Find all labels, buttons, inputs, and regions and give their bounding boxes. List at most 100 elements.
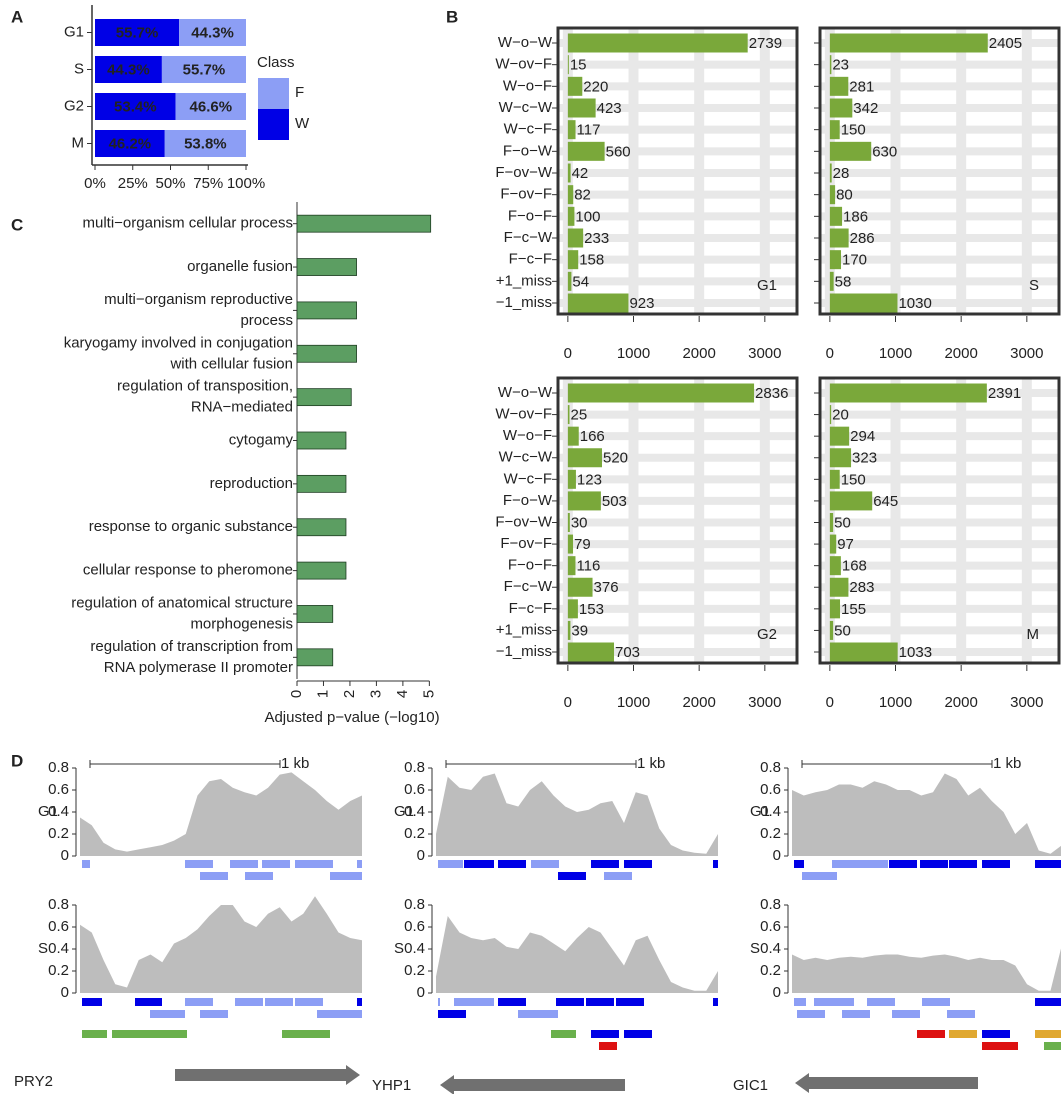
y-tick-label: 0.8 [760,896,781,913]
feature-block [616,998,644,1006]
y-tick-label: 0 [417,984,425,1001]
value-label: 46.6% [190,98,233,115]
x-tick-label: 2000 [682,345,715,362]
bar [829,405,832,425]
value-label: 39 [571,622,588,639]
value-label: 79 [574,536,591,553]
bar [567,405,570,425]
y-tick-label: W−c−W [499,99,553,116]
feature-block [599,1042,617,1050]
gene-name: GIC1 [733,1077,768,1094]
bar [829,98,853,118]
y-tick-label: 0.8 [48,759,69,776]
value-label: 281 [849,78,874,95]
y-tick-label: W−o−W [498,34,553,51]
feature-block [295,860,333,868]
bar-segment [161,56,246,83]
bar [567,293,629,313]
x-tick-label: 1000 [879,345,912,362]
value-label: 703 [615,644,640,661]
feature-block [797,1010,825,1018]
feature-block [357,860,362,868]
feature-block [889,860,917,868]
bar [829,76,849,96]
bar [567,76,583,96]
y-tick-label: F−o−F [508,207,552,224]
bar [567,577,593,597]
feature-block [82,860,90,868]
bar-segment [179,19,246,46]
value-label: 82 [574,187,591,204]
value-label: 44.3% [191,24,234,41]
bar [829,642,898,662]
bar [567,120,576,140]
y-tick-label: reproduction [210,475,293,492]
bar [829,577,849,597]
y-tick-label: 0 [773,847,781,864]
feature-block [498,998,526,1006]
y-tick-label: multi−organism reproductive process [104,291,293,329]
panel-frame [818,376,1061,665]
value-label: 54 [572,273,589,290]
value-label: 294 [850,428,875,445]
value-label: 520 [603,450,628,467]
y-tick-label: 0 [773,984,781,1001]
x-tick-label: 25% [118,175,148,192]
x-tick-label: 2000 [944,694,977,711]
value-label: 23 [832,57,849,74]
bar [567,163,571,183]
x-tick-label: 1 [314,690,331,698]
bar [296,388,352,407]
value-label: 50 [834,514,851,531]
value-label: 376 [594,579,619,596]
feature-block [317,1010,362,1018]
feature-block [498,860,526,868]
gene-arrow [440,1075,625,1094]
y-tick-label: 0.2 [760,962,781,979]
feature-block [282,1030,330,1038]
feature-block [200,872,228,880]
feature-block [262,860,290,868]
y-tick-label: regulation of transcription from RNA poly… [90,638,293,676]
value-label: 2391 [988,385,1021,402]
y-tick-label: karyogamy involved in conjugation with ce… [64,334,293,372]
bar [296,561,347,580]
value-label: 15 [570,57,587,74]
track-label: G1 [750,803,770,820]
bar [567,620,571,640]
coverage-area [792,948,1061,993]
value-label: 28 [833,165,850,182]
bar [829,556,841,576]
y-tick-label: multi−organism cellular process [83,215,294,232]
bar [567,33,748,53]
feature-block [947,1010,975,1018]
value-label: 2836 [755,385,788,402]
y-tick-label: W−c−W [499,449,553,466]
scale-label: 1 kb [637,755,665,772]
y-tick-label: 0.2 [404,825,425,842]
y-tick-label: G1 [64,23,84,40]
coverage-area [436,916,718,993]
facet-label: G2 [757,626,777,643]
value-label: 630 [872,143,897,160]
value-label: 323 [852,450,877,467]
track-label: S [38,940,48,957]
bar [567,228,584,248]
value-label: 158 [579,252,604,269]
bar [296,474,347,493]
y-tick-label: +1_miss [496,621,552,638]
feature-block [295,998,323,1006]
bar [567,250,579,270]
x-tick-label: 3000 [1010,345,1043,362]
value-label: 150 [841,471,866,488]
bar [829,513,834,532]
x-tick-label: 0 [564,345,572,362]
value-label: 423 [597,100,622,117]
coverage-area [80,772,362,856]
legend-label: F [295,84,304,101]
x-tick-label: 0 [826,345,834,362]
feature-block [922,998,950,1006]
y-tick-label: 0.2 [760,825,781,842]
legend-title: Class [257,54,295,71]
bar [567,185,574,205]
